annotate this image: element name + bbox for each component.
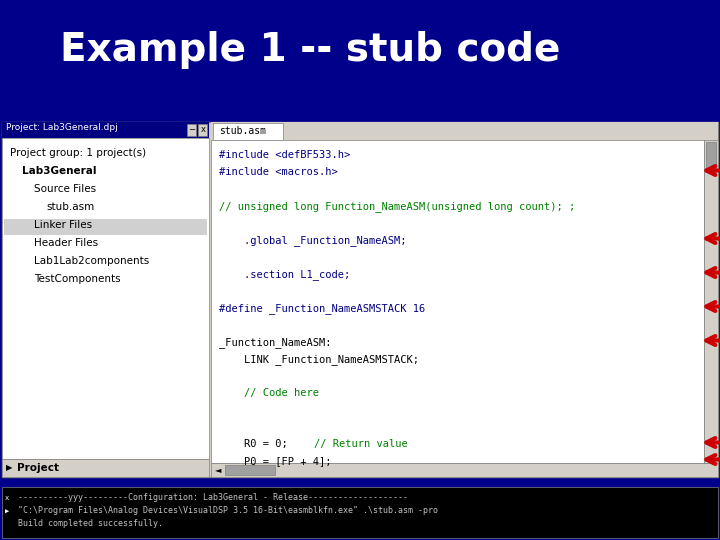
Bar bbox=[211, 463, 718, 477]
Text: R0 = 0;: R0 = 0; bbox=[219, 439, 356, 449]
Text: ----------yyy---------Configuration: Lab3General - Release--------------------: ----------yyy---------Configuration: Lab… bbox=[18, 493, 408, 502]
Text: x: x bbox=[5, 495, 9, 501]
Text: x: x bbox=[200, 125, 205, 134]
Text: P0 = [FP + 4];: P0 = [FP + 4]; bbox=[219, 456, 331, 466]
Bar bbox=[2, 122, 209, 138]
Text: TestComponents: TestComponents bbox=[34, 274, 121, 284]
Bar bbox=[2, 459, 209, 477]
Bar bbox=[2, 487, 718, 538]
Text: _Function_NameASM:: _Function_NameASM: bbox=[219, 337, 331, 348]
Text: "C:\Program Files\Analog Devices\VisualDSP 3.5 16-Bit\easmblkfn.exe" .\stub.asm : "C:\Program Files\Analog Devices\VisualD… bbox=[18, 506, 438, 515]
Bar bbox=[2, 122, 718, 477]
Text: LINK _Function_NameASMSTACK;: LINK _Function_NameASMSTACK; bbox=[219, 354, 419, 365]
Text: Linker Files: Linker Files bbox=[34, 220, 92, 230]
Text: Header Files: Header Files bbox=[34, 238, 98, 248]
Text: // unsigned long Function_NameASM(unsigned long count); ;: // unsigned long Function_NameASM(unsign… bbox=[219, 201, 575, 212]
Text: stub.asm: stub.asm bbox=[46, 202, 94, 212]
Text: Project group: 1 project(s): Project group: 1 project(s) bbox=[10, 148, 146, 158]
Text: #define _Function_NameASMSTACK 16: #define _Function_NameASMSTACK 16 bbox=[219, 303, 426, 314]
Bar bbox=[4, 219, 207, 235]
Text: #include <defBF533.h>: #include <defBF533.h> bbox=[219, 150, 350, 160]
Text: // Code here: // Code here bbox=[219, 388, 319, 398]
Text: // Return value: // Return value bbox=[314, 439, 408, 449]
Bar bbox=[198, 124, 207, 136]
Bar bbox=[187, 124, 196, 136]
Text: −: − bbox=[189, 125, 196, 134]
Bar bbox=[706, 142, 716, 172]
Text: #include <macros.h>: #include <macros.h> bbox=[219, 167, 338, 177]
Text: Project: Lab3General.dpj: Project: Lab3General.dpj bbox=[6, 123, 118, 132]
Text: ◄: ◄ bbox=[215, 465, 222, 475]
Text: Build completed successfully.: Build completed successfully. bbox=[18, 519, 163, 528]
Bar bbox=[211, 122, 718, 140]
Text: Example 1 -- stub code: Example 1 -- stub code bbox=[60, 31, 560, 69]
Text: Lab1Lab2components: Lab1Lab2components bbox=[34, 256, 149, 266]
Bar bbox=[704, 140, 718, 463]
Text: Source Files: Source Files bbox=[34, 184, 96, 194]
Bar bbox=[225, 465, 275, 475]
Text: Lab3General: Lab3General bbox=[22, 166, 96, 176]
Text: ▶: ▶ bbox=[6, 463, 12, 472]
Text: ▶: ▶ bbox=[5, 509, 9, 515]
Text: .global _Function_NameASM;: .global _Function_NameASM; bbox=[219, 235, 407, 246]
Bar bbox=[2, 138, 209, 459]
Bar bbox=[213, 123, 283, 140]
Bar bbox=[211, 140, 704, 463]
Text: Project: Project bbox=[17, 463, 59, 473]
Text: stub.asm: stub.asm bbox=[219, 126, 266, 136]
Text: .section L1_code;: .section L1_code; bbox=[219, 269, 350, 280]
